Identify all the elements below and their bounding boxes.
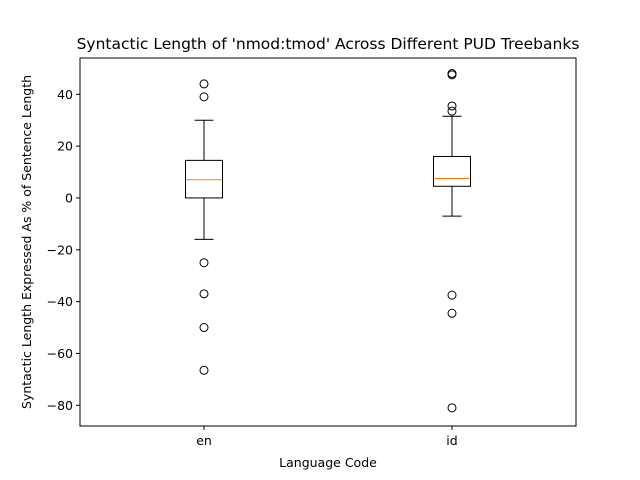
- x-tick-label-en: en: [196, 433, 212, 448]
- outlier-point: [447, 106, 457, 116]
- y-axis-ticks: 40 20 0 −20 −40 −60 −80: [47, 87, 80, 413]
- outlier-point: [447, 308, 457, 318]
- outlier-point: [199, 365, 209, 375]
- y-axis-label: Syntactic Length Expressed As % of Sente…: [19, 75, 34, 409]
- y-tick-label: −40: [47, 294, 73, 309]
- chart-title: Syntactic Length of 'nmod:tmod' Across D…: [77, 35, 580, 53]
- outlier-point: [199, 258, 209, 268]
- outlier-point: [447, 101, 457, 111]
- plot-area-frame: [79, 57, 577, 427]
- box-id: [433, 69, 471, 413]
- interquartile-box: [185, 159, 223, 199]
- y-tick-label: 0: [65, 190, 73, 205]
- interquartile-box: [433, 155, 471, 187]
- outlier-point: [199, 79, 209, 89]
- y-tick-label: 20: [57, 139, 73, 154]
- y-tick-label: −80: [47, 398, 73, 413]
- y-tick-label: 40: [57, 87, 73, 102]
- y-tick-label: −60: [47, 346, 73, 361]
- outlier-point: [199, 92, 209, 102]
- outlier-point: [447, 403, 457, 413]
- outlier-point: [199, 289, 209, 299]
- x-axis-label: Language Code: [279, 455, 377, 470]
- x-tick-label-id: id: [446, 433, 457, 448]
- outlier-point: [447, 70, 457, 80]
- outlier-point: [447, 290, 457, 300]
- box-en: [185, 79, 223, 375]
- x-axis-ticks: en id: [196, 426, 458, 448]
- y-tick-label: −20: [47, 242, 73, 257]
- outlier-point: [199, 323, 209, 333]
- plot-content: [185, 69, 471, 413]
